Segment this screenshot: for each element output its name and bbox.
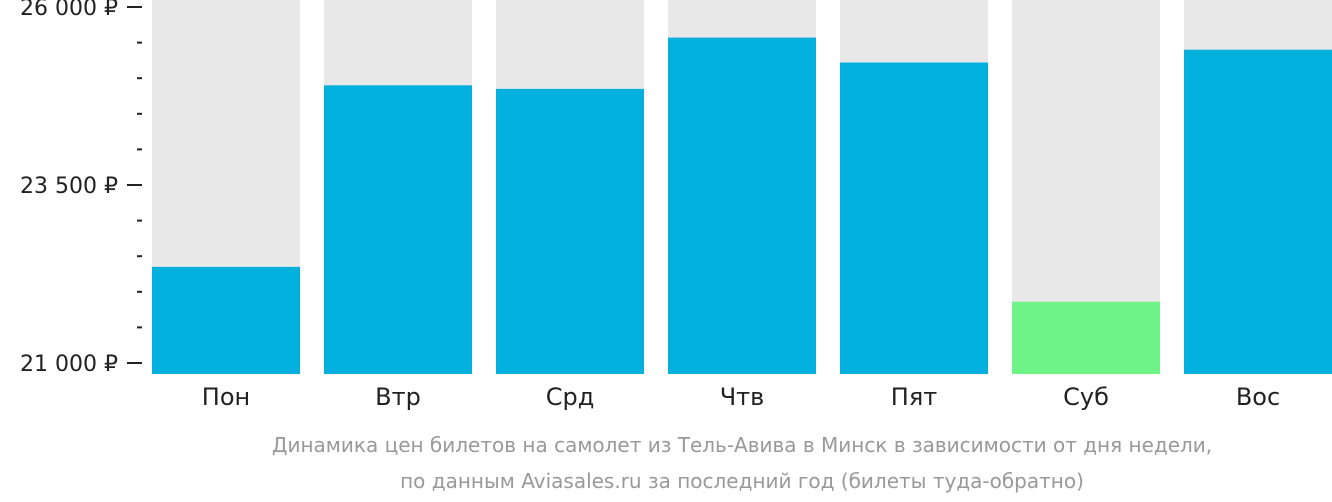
price-bar	[1184, 49, 1332, 374]
price-bar	[668, 37, 816, 375]
x-tick-label: Пят	[891, 383, 937, 411]
y-tick-label: 23 500 ₽	[20, 174, 118, 199]
x-tick-label: Срд	[546, 383, 595, 411]
x-tick-label: Втр	[375, 383, 421, 411]
price-bar	[1012, 301, 1160, 374]
price-bar	[152, 266, 300, 374]
x-tick-label: Вос	[1236, 383, 1280, 411]
x-tick-label: Чтв	[720, 383, 765, 411]
chart-caption-line-2: по данным Aviasales.ru за последний год …	[400, 469, 1084, 493]
x-axis-labels: Пон Втр Срд Чтв Пят Суб Вос	[202, 383, 1280, 411]
y-axis: 26 000 ₽ 23 500 ₽ 21 000 ₽	[20, 0, 142, 377]
x-tick-label: Пон	[202, 383, 250, 411]
bars	[152, 37, 1332, 375]
y-tick-label: 26 000 ₽	[20, 0, 118, 21]
price-bar	[324, 85, 472, 374]
chart-caption-line-1: Динамика цен билетов на самолет из Тель-…	[271, 433, 1213, 457]
x-tick-label: Суб	[1063, 383, 1109, 411]
price-bar	[840, 62, 988, 374]
price-bar	[496, 88, 644, 374]
bar-chart-svg: 26 000 ₽ 23 500 ₽ 21 000 ₽ Пон Втр Срд Чтв Пят…	[20, 0, 1332, 411]
y-tick-label: 21 000 ₽	[20, 352, 118, 377]
